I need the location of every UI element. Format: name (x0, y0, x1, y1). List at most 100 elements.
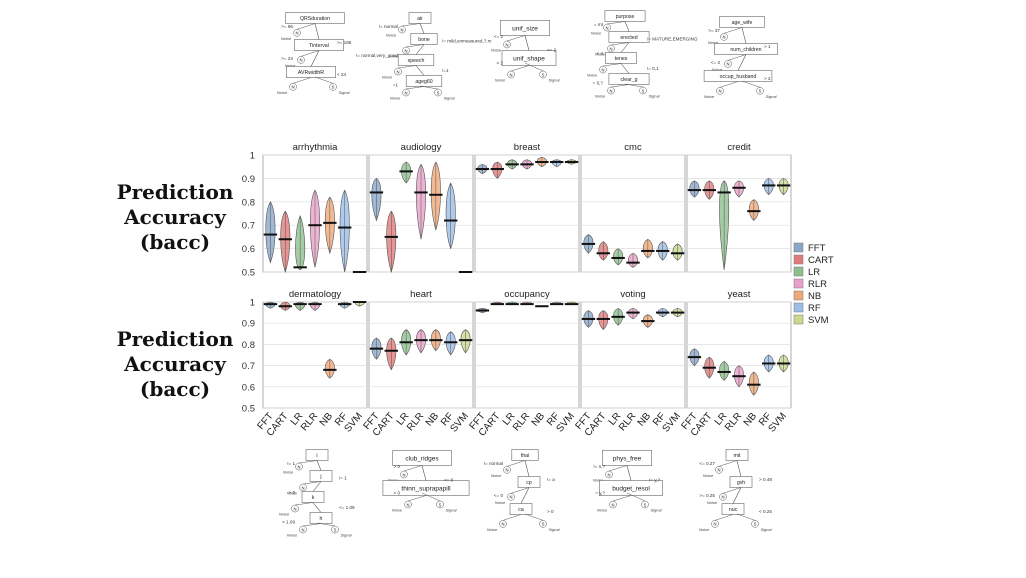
legend-item-LR: LR (793, 266, 820, 278)
tree-edge (302, 523, 322, 527)
leaf-node (402, 88, 410, 97)
leaf-label: Noise (597, 508, 608, 513)
leaf-label: Noise (593, 478, 604, 483)
leaf-node-letter: S (759, 89, 762, 94)
tree-cue-label: > 0.48 (759, 477, 772, 482)
tree-cue-label: != a (547, 477, 555, 482)
tree-cue-label: > 0 (393, 491, 400, 496)
leaf-label: Noise (279, 512, 290, 517)
leaf-node-letter: S (542, 72, 545, 77)
leaf-node-letter: N (291, 85, 294, 90)
tree-node-label: k (312, 495, 315, 501)
y-axis-label-line: (bacc) (139, 230, 211, 254)
tree-cue-label: != normal,very_good (356, 53, 398, 58)
legend-item-SVM: SVM (793, 314, 829, 326)
panel-title: yeast (728, 289, 751, 300)
tree-edge (506, 460, 526, 467)
leaf-node (609, 500, 617, 509)
leaf-node-letter: S (542, 522, 545, 527)
tree-node-label: unif_shape (513, 55, 545, 62)
leaf-node (293, 29, 301, 37)
tree-edge (407, 495, 427, 502)
leaf-node-letter: N (713, 522, 716, 527)
tree-cue-label: >= 96 (281, 24, 293, 29)
tree-edge (415, 65, 425, 76)
leaf-node-letter: S (332, 85, 335, 90)
leaf-label: Noise (388, 478, 399, 483)
leaf-label: Noise (386, 33, 397, 38)
tree-edge (316, 522, 336, 527)
panel-title: credit (727, 142, 751, 153)
tree-edge (602, 63, 622, 67)
tree-edge (294, 502, 314, 506)
leaf-node (605, 470, 613, 479)
leaf-node-letter: N (609, 46, 612, 51)
leaf-node (299, 525, 307, 534)
tree-cue-label: >= 37 (708, 28, 720, 33)
tree-edge (314, 76, 334, 84)
leaf-node (329, 83, 337, 91)
legend-label: RF (808, 303, 821, 314)
leaf-node-letter: N (509, 495, 512, 500)
tree-edge (736, 513, 756, 521)
leaf-node (756, 87, 764, 95)
leaf-node-letter: N (295, 31, 298, 36)
leaf-node (503, 40, 511, 49)
panel-background (262, 301, 368, 409)
legend-swatch (793, 266, 804, 277)
legend-item-RLR: RLR (793, 278, 827, 290)
panel-strip (687, 285, 791, 301)
tree-cue-label: >= 0.25 (699, 493, 715, 498)
leaf-label: Signal (650, 508, 661, 513)
tree-cue-label: != 1 (287, 461, 295, 466)
tree-node-label: phys_free (613, 455, 642, 462)
leaf-node-letter: N (301, 527, 304, 532)
panel-strip (581, 285, 685, 301)
tree-cue-label: = y,? (595, 491, 605, 496)
panel-background (368, 301, 474, 409)
tree-cue-label: != normal (379, 24, 398, 29)
leaf-node (716, 87, 724, 95)
tree-node-label: thinn_suprapapill (401, 485, 451, 492)
panel-strip (475, 138, 579, 154)
leaf-node-letter: N (402, 472, 405, 477)
leaf-node (400, 470, 408, 479)
panel-background (686, 301, 792, 409)
leaf-node-letter: S (642, 88, 645, 93)
leaf-node (641, 500, 649, 509)
leaf-node-letter: N (297, 464, 300, 469)
leaf-label: Signal (443, 96, 454, 101)
tree-edge (300, 50, 320, 57)
leaf-node-letter: N (501, 522, 504, 527)
leaf-node-letter: S (754, 522, 757, 527)
leaf-node-letter: N (505, 468, 508, 473)
leaf-label: Noise (495, 500, 506, 505)
tree-cue-label: > 0 (393, 464, 400, 469)
y-tick-label: 0.6 (242, 244, 255, 255)
tree-cue-label: = mt (594, 22, 604, 27)
y-axis-label-bottom: Prediction Accuracy (bacc) (110, 327, 240, 402)
leaf-node (404, 500, 412, 509)
tree-0: QRSdurationNNoiseTintervalNNoiseAVRwidth… (277, 12, 352, 95)
x-tick-label: NB (318, 411, 336, 429)
tree-edge (524, 35, 530, 51)
x-tick-label: SVM (767, 411, 789, 435)
x-tick-label: SVM (555, 411, 577, 435)
leaf-node-letter: N (404, 48, 407, 53)
leaf-node (720, 33, 728, 41)
tree-cue-label: < 24 (337, 72, 347, 77)
leaf-label: Noise (703, 473, 714, 478)
legend-item-RF: RF (793, 302, 821, 314)
panel-strip (581, 138, 685, 154)
tree-node-label: unif_size (512, 25, 538, 32)
leaf-node (297, 56, 305, 64)
y-tick-label: 0.5 (242, 404, 255, 415)
tree-edge (401, 23, 421, 27)
tree-node-label: mit (734, 453, 741, 459)
leaf-label: Signal (548, 78, 559, 83)
leaf-node-letter: N (718, 89, 721, 94)
